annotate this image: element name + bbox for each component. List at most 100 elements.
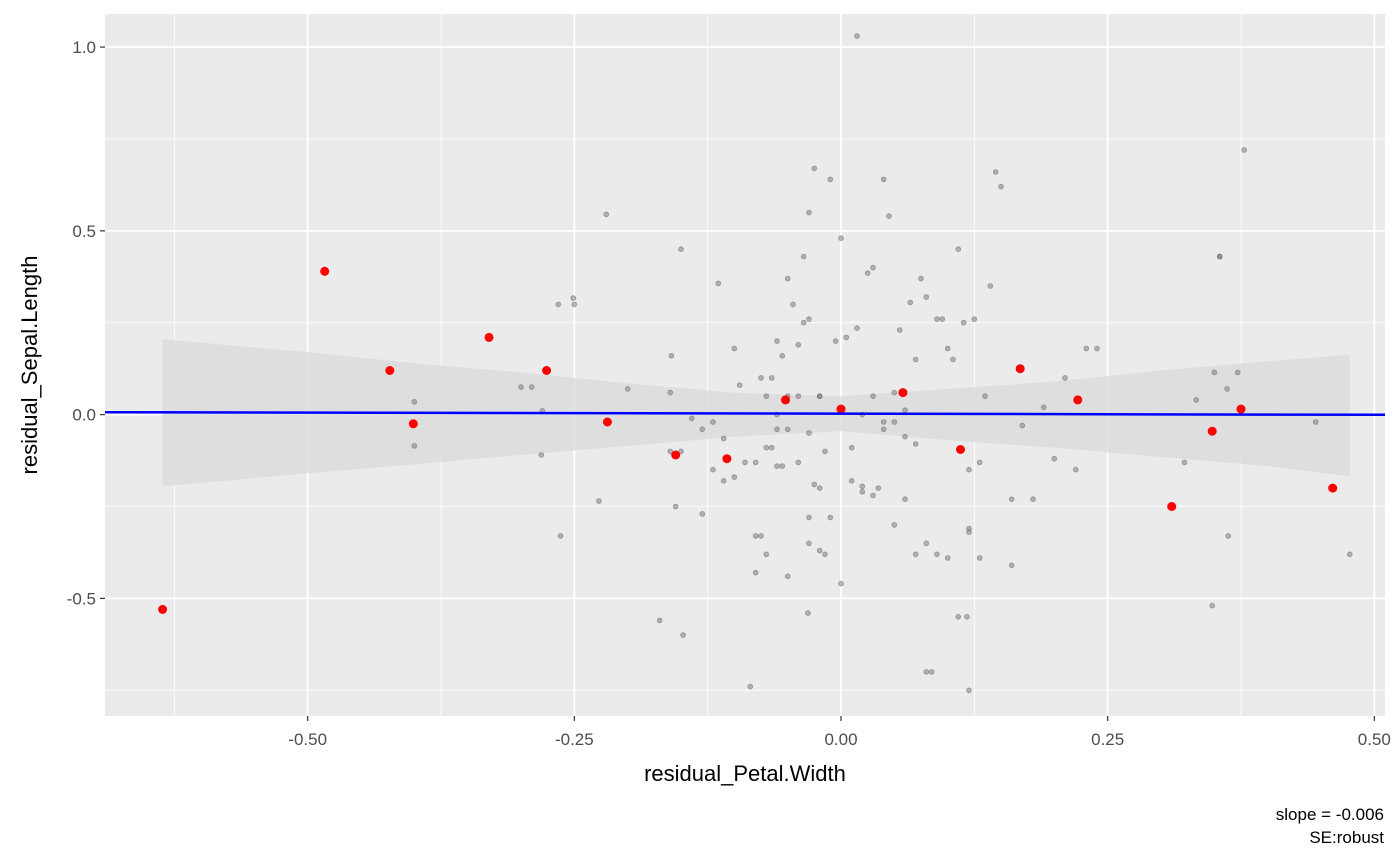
- sample-point: [1312, 419, 1319, 425]
- sample-point: [880, 426, 887, 433]
- sample-point: [907, 299, 914, 306]
- sample-point: [800, 319, 807, 326]
- sample-point: [678, 246, 684, 253]
- sample-point: [411, 398, 418, 405]
- sample-point: [806, 209, 812, 216]
- sample-point: [774, 338, 780, 344]
- sample-point: [774, 463, 780, 469]
- sample-point: [966, 466, 972, 473]
- y-tick-label: -0.5: [67, 589, 96, 608]
- sample-point: [763, 393, 770, 400]
- sample-point: [518, 384, 524, 390]
- sample-point: [779, 352, 786, 359]
- x-tick-label: -0.50: [288, 730, 327, 749]
- sample-point: [806, 430, 812, 436]
- sample-point: [784, 573, 791, 580]
- sample-point: [870, 393, 876, 400]
- sample-point: [570, 295, 577, 301]
- sample-point: [1019, 422, 1026, 429]
- data-points: [158, 33, 1353, 694]
- sample-point: [768, 375, 775, 381]
- sample-point: [795, 459, 802, 466]
- sample-point: [774, 426, 780, 433]
- sample-point: [859, 483, 866, 490]
- sample-point: [896, 327, 903, 333]
- sample-point: [795, 393, 802, 400]
- sample-point: [912, 441, 919, 447]
- sample-point: [1083, 345, 1090, 352]
- sample-point: [752, 569, 759, 576]
- y-axis-title: residual_Sepal.Length: [17, 256, 42, 475]
- sample-point: [854, 33, 860, 39]
- sample-point: [1193, 397, 1199, 403]
- sample-point: [1235, 369, 1241, 376]
- caption-se: SE:robust: [1309, 828, 1384, 847]
- sample-point: [955, 613, 962, 620]
- sample-point: [784, 275, 791, 282]
- x-tick-label: 0.25: [1091, 730, 1124, 749]
- sample-point: [816, 485, 823, 491]
- sample-point: [891, 389, 898, 396]
- sample-point: [838, 235, 844, 242]
- highlight-point: [385, 366, 395, 375]
- highlight-point: [484, 332, 494, 342]
- sample-point: [955, 246, 962, 253]
- sample-point: [1211, 369, 1218, 376]
- sample-point: [934, 551, 940, 558]
- fit-line-group: [104, 410, 1386, 417]
- sample-point: [758, 375, 764, 381]
- highlight-point: [956, 445, 965, 454]
- sample-point: [680, 632, 686, 638]
- sample-point: [1094, 345, 1100, 352]
- sample-point: [886, 213, 892, 219]
- sample-point: [902, 407, 908, 414]
- sample-point: [939, 316, 946, 322]
- y-axis-ticks: -0.5 0.0 0.5 1.0: [67, 38, 105, 608]
- sample-point: [758, 533, 764, 539]
- highlight-point: [1236, 404, 1246, 414]
- sample-point: [720, 477, 727, 484]
- sample-point: [891, 522, 898, 528]
- highlight-point: [1207, 426, 1217, 436]
- sample-point: [806, 514, 812, 521]
- sample-point: [902, 433, 908, 440]
- sample-point: [688, 415, 695, 422]
- sample-point: [710, 419, 716, 425]
- sample-point: [875, 485, 882, 491]
- sample-point: [912, 551, 919, 558]
- highlight-point: [1015, 364, 1025, 374]
- sample-point: [731, 474, 738, 480]
- sample-point: [720, 435, 727, 442]
- sample-point: [806, 540, 812, 547]
- sample-point: [784, 426, 791, 433]
- sample-point: [1181, 459, 1188, 466]
- sample-point: [668, 352, 675, 359]
- sample-point: [752, 533, 759, 539]
- sample-point: [1072, 466, 1079, 473]
- highlight-point: [408, 419, 418, 429]
- sample-point: [918, 275, 924, 282]
- sample-point: [538, 452, 545, 458]
- highlight-point: [1328, 483, 1338, 493]
- sample-point: [923, 540, 930, 547]
- sample-point: [1062, 375, 1068, 381]
- highlight-point: [1167, 502, 1177, 511]
- highlight-point: [158, 604, 168, 614]
- sample-point: [992, 169, 999, 175]
- sample-point: [596, 498, 602, 504]
- sample-point: [827, 514, 834, 521]
- sample-point: [1008, 496, 1015, 503]
- y-tick-label: 0.5: [72, 222, 96, 241]
- sample-point: [768, 444, 775, 451]
- x-axis-title: residual_Petal.Width: [644, 761, 846, 786]
- sample-point: [667, 448, 674, 455]
- sample-point: [800, 253, 807, 260]
- highlight-point: [602, 417, 612, 427]
- sample-point: [811, 481, 818, 488]
- sample-point: [790, 301, 796, 308]
- sample-point: [971, 316, 978, 322]
- sample-point: [1225, 533, 1231, 539]
- x-tick-label: 0.00: [824, 730, 857, 749]
- sample-point: [832, 338, 839, 344]
- sample-point: [678, 448, 684, 455]
